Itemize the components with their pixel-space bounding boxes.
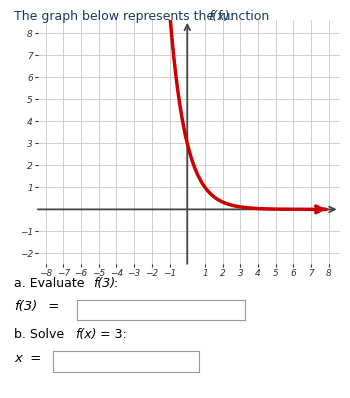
Text: =: = bbox=[44, 300, 59, 314]
Text: a. Evaluate: a. Evaluate bbox=[14, 277, 89, 290]
Text: f(x): f(x) bbox=[75, 328, 97, 341]
Text: The graph below represents the function: The graph below represents the function bbox=[14, 10, 273, 23]
Text: = 3:: = 3: bbox=[96, 328, 127, 341]
Text: b. Solve: b. Solve bbox=[14, 328, 68, 341]
Text: =: = bbox=[26, 352, 42, 365]
Text: f(x):: f(x): bbox=[208, 10, 234, 23]
Text: :: : bbox=[114, 277, 118, 290]
Text: f(3): f(3) bbox=[14, 300, 37, 314]
Text: x: x bbox=[14, 352, 22, 365]
Text: f(3): f(3) bbox=[93, 277, 115, 290]
